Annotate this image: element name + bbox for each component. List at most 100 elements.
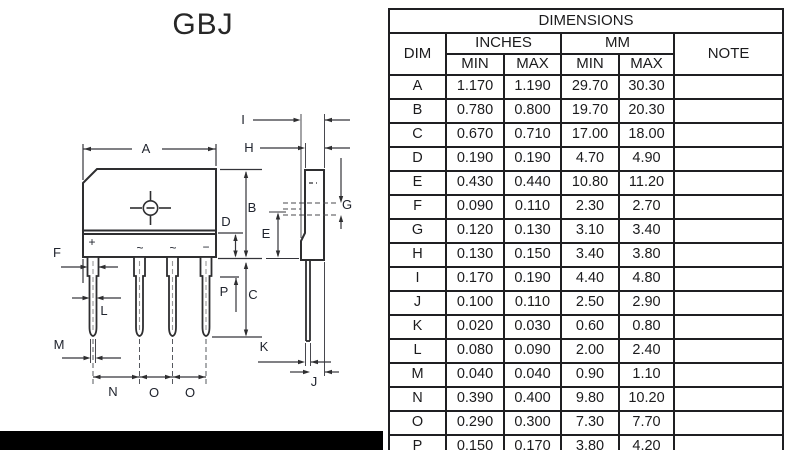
- col-header-mm: MM: [560, 32, 675, 55]
- table-cell: P: [388, 434, 447, 450]
- dim-label-j: J: [311, 374, 318, 389]
- table-cell: 17.00: [560, 122, 620, 148]
- table-cell: 3.10: [560, 218, 620, 244]
- table-cell: 1.190: [503, 74, 562, 100]
- table-cell: [672, 122, 785, 148]
- table-cell: 0.80: [618, 314, 675, 340]
- dim-label-p: P: [220, 284, 229, 299]
- table-cell: 0.430: [445, 170, 505, 196]
- table-row: P 0.150 0.170 3.80 4.20: [388, 434, 785, 450]
- dim-label-f: F: [53, 245, 61, 260]
- table-cell: K: [388, 314, 447, 340]
- table-row: O 0.290 0.300 7.30 7.70: [388, 410, 785, 436]
- side-view: [283, 169, 336, 342]
- table-row: C 0.670 0.710 17.00 18.00: [388, 122, 785, 148]
- table-row: N 0.390 0.400 9.80 10.20: [388, 386, 785, 412]
- table-cell: [672, 314, 785, 340]
- table-cell: 1.10: [618, 362, 675, 388]
- dim-label-o1: O: [149, 385, 159, 400]
- table-cell: 4.40: [560, 266, 620, 292]
- table-cell: [672, 338, 785, 364]
- table-cell: 4.80: [618, 266, 675, 292]
- table-cell: 0.170: [445, 266, 505, 292]
- table-cell: 11.20: [618, 170, 675, 196]
- dim-label-m: M: [54, 337, 65, 352]
- table-row: J 0.100 0.110 2.50 2.90: [388, 290, 785, 316]
- arrowheads: [80, 117, 344, 380]
- table-cell: [672, 290, 785, 316]
- table-row: I 0.170 0.190 4.40 4.80: [388, 266, 785, 292]
- table-cell: 0.390: [445, 386, 505, 412]
- table-cell: 0.60: [560, 314, 620, 340]
- dim-label-i: I: [241, 112, 245, 127]
- table-cell: H: [388, 242, 447, 268]
- dimensions-table-region: DIMENSIONS DIM INCHES MM NOTE MIN MAX MI…: [387, 8, 785, 450]
- table-cell: [672, 170, 785, 196]
- col-header-min-inches: MIN: [445, 53, 505, 76]
- dim-label-n: N: [108, 384, 117, 399]
- dim-label-g: G: [342, 197, 352, 212]
- table-cell: 18.00: [618, 122, 675, 148]
- terminal-markings: + ~ ~ −: [88, 235, 209, 255]
- dim-label-d: D: [221, 214, 230, 229]
- dim-label-a: A: [142, 141, 151, 156]
- dim-label-h: H: [244, 140, 253, 155]
- table-row: E 0.430 0.440 10.80 11.20: [388, 170, 785, 196]
- table-cell: 4.70: [560, 146, 620, 172]
- table-cell: 2.00: [560, 338, 620, 364]
- table-cell: 0.190: [503, 266, 562, 292]
- table-cell: 0.90: [560, 362, 620, 388]
- table-cell: 0.110: [503, 290, 562, 316]
- table-cell: 4.20: [618, 434, 675, 450]
- table-cell: G: [388, 218, 447, 244]
- table-row: M 0.040 0.040 0.90 1.10: [388, 362, 785, 388]
- table-cell: 2.40: [618, 338, 675, 364]
- table-cell: 0.120: [445, 218, 505, 244]
- dim-label-l: L: [100, 303, 107, 318]
- table-cell: [672, 266, 785, 292]
- table-cell: 0.100: [445, 290, 505, 316]
- table-row: L 0.080 0.090 2.00 2.40: [388, 338, 785, 364]
- table-cell: 0.190: [445, 146, 505, 172]
- package-drawing: A B C D E F G H I J K L M N O O P + ~ ~ …: [53, 112, 352, 400]
- table-row: D 0.190 0.190 4.70 4.90: [388, 146, 785, 172]
- dim-label-c: C: [248, 287, 257, 302]
- table-cell: 4.90: [618, 146, 675, 172]
- col-header-dim: DIM: [388, 32, 447, 76]
- col-header-note: NOTE: [672, 32, 785, 76]
- dimensions-table: DIMENSIONS DIM INCHES MM NOTE MIN MAX MI…: [387, 8, 785, 450]
- dim-label-k: K: [260, 339, 269, 354]
- table-cell: B: [388, 98, 447, 124]
- dim-label-e: E: [262, 226, 271, 241]
- table-cell: 0.190: [503, 146, 562, 172]
- table-cell: 0.670: [445, 122, 505, 148]
- col-header-max-mm: MAX: [618, 53, 675, 76]
- table-cell: 0.710: [503, 122, 562, 148]
- table-row: K 0.020 0.030 0.60 0.80: [388, 314, 785, 340]
- table-cell: 0.170: [503, 434, 562, 450]
- table-cell: 0.800: [503, 98, 562, 124]
- table-cell: 0.300: [503, 410, 562, 436]
- table-cell: [672, 362, 785, 388]
- table-cell: 2.70: [618, 194, 675, 220]
- table-row: G 0.120 0.130 3.10 3.40: [388, 218, 785, 244]
- table-cell: O: [388, 410, 447, 436]
- front-view: [82, 168, 217, 337]
- table-cell: 10.20: [618, 386, 675, 412]
- table-cell: 0.400: [503, 386, 562, 412]
- table-cell: 0.440: [503, 170, 562, 196]
- table-cell: L: [388, 338, 447, 364]
- table-cell: J: [388, 290, 447, 316]
- dimension-lines: [61, 114, 350, 378]
- ac2-terminal-label: ~: [169, 241, 176, 255]
- table-cell: 0.030: [503, 314, 562, 340]
- table-cell: [672, 194, 785, 220]
- col-header-max-inches: MAX: [503, 53, 562, 76]
- col-header-min-mm: MIN: [560, 53, 620, 76]
- table-cell: I: [388, 266, 447, 292]
- table-cell: A: [388, 74, 447, 100]
- table-cell: 3.40: [560, 242, 620, 268]
- table-cell: 3.80: [618, 242, 675, 268]
- table-cell: [672, 146, 785, 172]
